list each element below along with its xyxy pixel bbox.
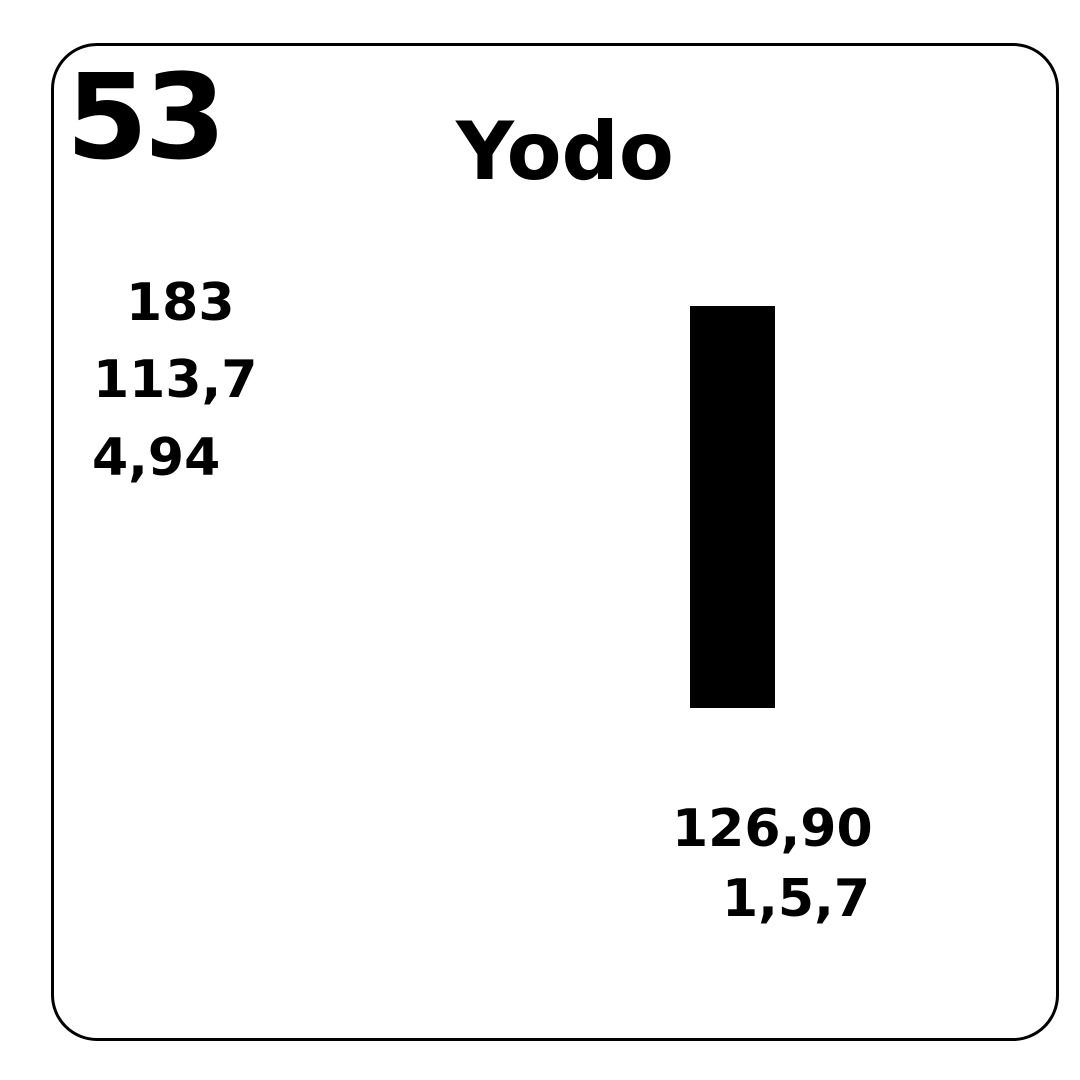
atomic-number: 53 [66,48,226,186]
density: 4,94 [92,428,221,488]
element-tile [51,43,1059,1041]
element-name: Yodo [456,105,674,198]
atomic-mass: 126,90 [672,799,873,859]
boiling-point: 183 [126,273,235,333]
oxidation-states: 1,5,7 [722,869,871,929]
element-symbol: I [690,306,775,708]
element-symbol-glyph [690,306,775,708]
melting-point: 113,7 [93,350,258,410]
